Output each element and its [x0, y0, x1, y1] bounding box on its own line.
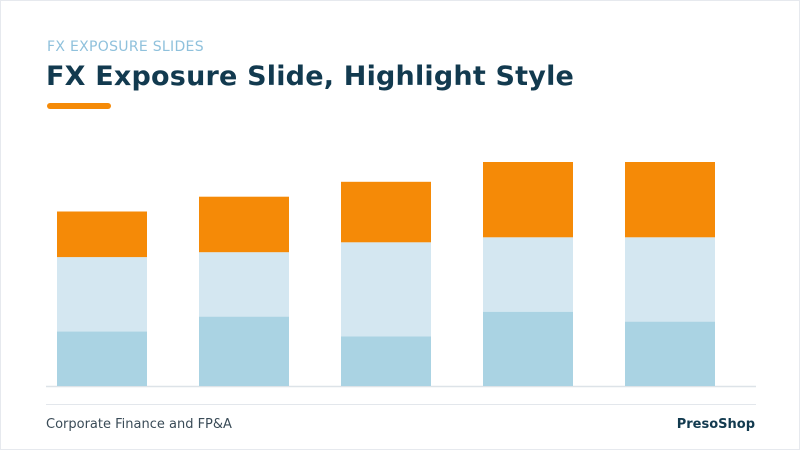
bar-segment-5-2: [625, 237, 715, 322]
bar-segment-5-1: [625, 321, 715, 386]
slide-eyebrow: FX EXPOSURE SLIDES: [47, 39, 204, 55]
bar-segment-3-2: [341, 242, 431, 337]
title-accent-bar: [47, 103, 111, 109]
bar-segment-3-1: [341, 336, 431, 386]
bar-segment-1-3: [57, 211, 147, 258]
bar-segment-4-2: [483, 237, 573, 312]
footer-brand: PresoShop: [676, 417, 755, 432]
bar-segment-2-2: [199, 252, 289, 317]
bar-segment-1-2: [57, 257, 147, 332]
bar-segment-4-3: [483, 162, 573, 238]
bar-segment-3-3: [341, 181, 431, 243]
bar-segment-5-3: [625, 162, 715, 238]
slide-title: FX Exposure Slide, Highlight Style: [46, 61, 575, 92]
footer-source: Corporate Finance and FP&A: [46, 417, 232, 432]
footer-divider: [46, 404, 756, 405]
bar-segment-1-1: [57, 331, 147, 386]
bar-segment-2-3: [199, 196, 289, 253]
bar-segment-4-1: [483, 311, 573, 386]
bar-segment-2-1: [199, 316, 289, 386]
